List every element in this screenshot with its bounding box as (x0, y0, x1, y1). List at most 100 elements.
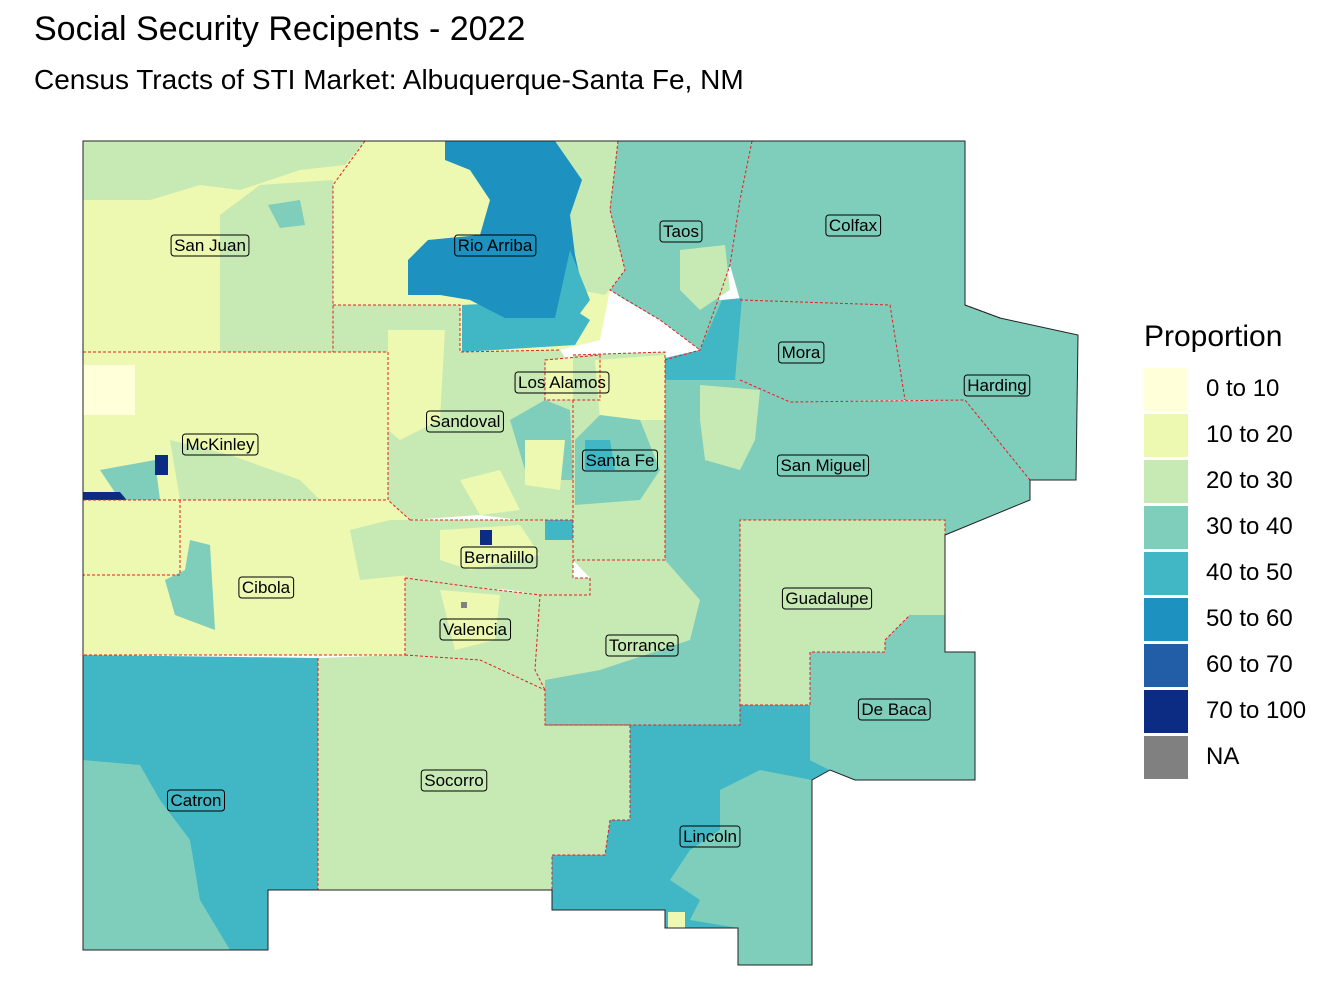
legend-title: Proportion (1144, 320, 1283, 353)
county-label-text: Colfax (829, 216, 878, 235)
region-santa-fe-teal2 (585, 440, 615, 470)
map-title: Social Security Recipents - 2022 (34, 10, 526, 48)
county-label-box (454, 234, 537, 257)
county-label-box (963, 374, 1031, 397)
region-lincoln-light (668, 912, 685, 928)
region-guadalupe[interactable] (740, 520, 945, 705)
county-label-text: Harding (967, 376, 1027, 395)
county-label: Sandoval (426, 410, 504, 433)
county-label: Harding (963, 374, 1031, 397)
county-label: San Miguel (776, 454, 870, 477)
legend-swatch (1144, 643, 1188, 687)
region-bernalillo-dark (480, 530, 492, 545)
legend-swatch (1144, 367, 1188, 411)
region-socorro[interactable] (318, 655, 630, 890)
county-label: Colfax (825, 214, 882, 237)
county-label-text: Lincoln (683, 827, 737, 846)
legend-label: 70 to 100 (1206, 697, 1307, 724)
region-san-miguel-light (700, 385, 760, 470)
county-label-box (182, 433, 259, 456)
county-label-box (439, 618, 512, 641)
region-san-juan-east (220, 180, 333, 352)
county-label: Catron (166, 789, 226, 812)
county-label-text: McKinley (186, 435, 255, 454)
county-label-text: Cibola (242, 578, 291, 597)
region-sandoval-light3 (460, 470, 520, 515)
county-label-text: Catron (170, 791, 221, 810)
county-label-text: De Baca (861, 700, 927, 719)
county-label-box (825, 214, 882, 237)
county-label-text: Valencia (443, 620, 507, 639)
region-sandoval-light (388, 330, 445, 440)
region-rio-arriba-teal-east (555, 250, 590, 320)
county-label-box (778, 341, 825, 364)
region-santa-fe-light (595, 355, 665, 420)
legend-swatch (1144, 551, 1188, 595)
region-sandoval-light2 (525, 440, 565, 490)
region-mckinley-green (100, 460, 160, 500)
legend-label: 30 to 40 (1206, 513, 1293, 540)
county-label: San Juan (170, 234, 250, 257)
region-colfax[interactable] (730, 141, 965, 305)
map-outline (82, 140, 1079, 966)
legend-item: 50 to 60 (1144, 596, 1306, 642)
legend-item: 70 to 100 (1144, 688, 1306, 734)
county-label-text: Socorro (424, 771, 484, 790)
county-label-text: San Miguel (780, 456, 865, 475)
legend-items: 0 to 10 10 to 20 20 to 30 30 to 40 40 to 50 5… (1144, 366, 1306, 780)
county-label: Santa Fe (582, 449, 658, 472)
county-label-text: Mora (782, 343, 821, 362)
county-label-box (582, 449, 658, 472)
region-santa-fe-teal (575, 415, 660, 505)
county-label: Rio Arriba (454, 234, 537, 257)
county-label: Torrance (605, 634, 679, 657)
region-harding[interactable] (890, 305, 1078, 480)
legend-swatch (1144, 689, 1188, 733)
legend-label: 40 to 50 (1206, 559, 1293, 586)
legend-swatch (1144, 735, 1188, 779)
county-labels: San Juan Rio Arriba Taos Colfax Mora Harding L… (166, 214, 1031, 848)
county-label: Valencia (439, 618, 512, 641)
region-taos-light (680, 245, 730, 310)
county-label-box (659, 220, 703, 243)
legend-label: 20 to 30 (1206, 467, 1293, 494)
region-mckinley-dark2 (155, 455, 168, 475)
county-label-text: Taos (663, 222, 699, 241)
legend-item: 20 to 30 (1144, 458, 1306, 504)
county-label-text: Santa Fe (586, 451, 655, 470)
county-label-box (781, 587, 873, 610)
legend-item: 40 to 50 (1144, 550, 1306, 596)
county-label: Taos (659, 220, 703, 243)
county-label: Socorro (420, 769, 488, 792)
county-label: Bernalillo (460, 546, 538, 569)
county-label-box (460, 546, 538, 569)
region-cibola-green (165, 540, 215, 630)
legend-item: NA (1144, 734, 1306, 780)
county-label: Los Alamos (514, 371, 610, 394)
county-label-text: Sandoval (430, 412, 501, 431)
county-label-box (679, 825, 741, 848)
legend-label: 0 to 10 (1206, 375, 1280, 402)
legend-swatch (1144, 597, 1188, 641)
county-label-text: San Juan (174, 236, 246, 255)
legend-label: 50 to 60 (1206, 605, 1293, 632)
county-label: Lincoln (679, 825, 741, 848)
region-san-juan-tract (268, 200, 305, 228)
county-label-text: Los Alamos (518, 373, 606, 392)
county-label: Mora (778, 341, 825, 364)
region-mckinley-light (83, 365, 135, 415)
county-label-box (776, 454, 870, 477)
legend-item: 0 to 10 (1144, 366, 1306, 412)
county-label-box (420, 769, 488, 792)
region-rio-arriba-blue[interactable] (408, 141, 585, 318)
county-label-box (605, 634, 679, 657)
region-catron-green (83, 760, 230, 950)
region-bernalillo-teal (545, 520, 573, 540)
county-label: Guadalupe (781, 587, 873, 610)
tract-fills (83, 141, 1078, 965)
legend-item: 60 to 70 (1144, 642, 1306, 688)
region-de-baca[interactable] (810, 615, 975, 780)
map-subtitle: Census Tracts of STI Market: Albuquerque… (34, 64, 744, 95)
region-lincoln-green (670, 770, 812, 965)
region-valencia-light (440, 590, 500, 650)
